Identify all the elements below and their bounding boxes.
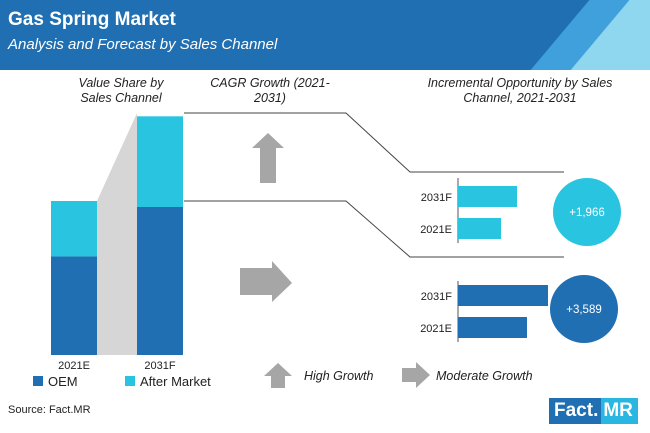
growth-connector xyxy=(97,113,137,355)
stacked-bar-after-market-2021e xyxy=(51,201,97,257)
aftermarket-incremental-bars: 2031F 2021E xyxy=(420,186,517,239)
legend-label-aftermarket: After Market xyxy=(140,374,211,389)
connector-line-mid xyxy=(184,200,564,258)
stacked-bar-after-market-2031f xyxy=(137,116,183,208)
x-tick-label: 2031F xyxy=(144,360,175,372)
legend-label-oem: OEM xyxy=(48,374,78,389)
oem-incremental-bars: 2031F 2021E xyxy=(420,285,548,338)
y-tick-label: 2021E xyxy=(420,224,452,236)
high-growth-label: High Growth xyxy=(304,369,374,383)
legend-swatch-aftermarket xyxy=(125,376,135,386)
source-note: Source: Fact.MR xyxy=(8,404,91,416)
y-tick-label: 2021E xyxy=(420,323,452,335)
connector-line-top xyxy=(184,112,564,173)
stacked-bars: 2021E 2031F xyxy=(51,116,183,372)
hbar-2021e xyxy=(458,317,527,338)
x-tick-label: 2021E xyxy=(58,360,90,372)
oem-opportunity-bubble xyxy=(550,275,618,343)
brand-logo: Fact. MR xyxy=(549,398,643,424)
y-tick-label: 2031F xyxy=(421,291,452,303)
page-subtitle: Analysis and Forecast by Sales Channel xyxy=(8,36,278,53)
up-arrow-icon xyxy=(252,133,284,183)
y-tick-label: 2031F xyxy=(421,192,452,204)
hbar-2031f xyxy=(458,285,548,306)
hbar-2031f xyxy=(458,186,517,207)
logo-mr: MR xyxy=(601,398,638,424)
right-arrow-icon xyxy=(240,261,292,302)
high-growth-arrow-icon xyxy=(264,363,292,388)
logo-fact: Fact. xyxy=(549,398,602,424)
page-title: Gas Spring Market xyxy=(8,9,176,30)
hbar-2021e xyxy=(458,218,501,239)
stacked-bar-oem-2021e xyxy=(51,256,97,355)
aftermarket-opportunity-label: +1,966 xyxy=(569,207,605,219)
legend-swatch-oem xyxy=(33,376,43,386)
value-share-heading: Value Share by Sales Channel xyxy=(78,76,164,105)
moderate-growth-arrow-icon xyxy=(402,362,430,388)
aftermarket-opportunity-bubble xyxy=(553,178,621,246)
stacked-bar-oem-2031f xyxy=(137,207,183,355)
cagr-heading: CAGR Growth (2021-2031) xyxy=(210,76,330,105)
incremental-heading: Incremental Opportunity by Sales Channel… xyxy=(427,76,613,105)
oem-opportunity-label: +3,589 xyxy=(566,304,602,316)
header-banner: Gas Spring Market Analysis and Forecast … xyxy=(0,0,650,70)
moderate-growth-label: Moderate Growth xyxy=(436,369,533,383)
